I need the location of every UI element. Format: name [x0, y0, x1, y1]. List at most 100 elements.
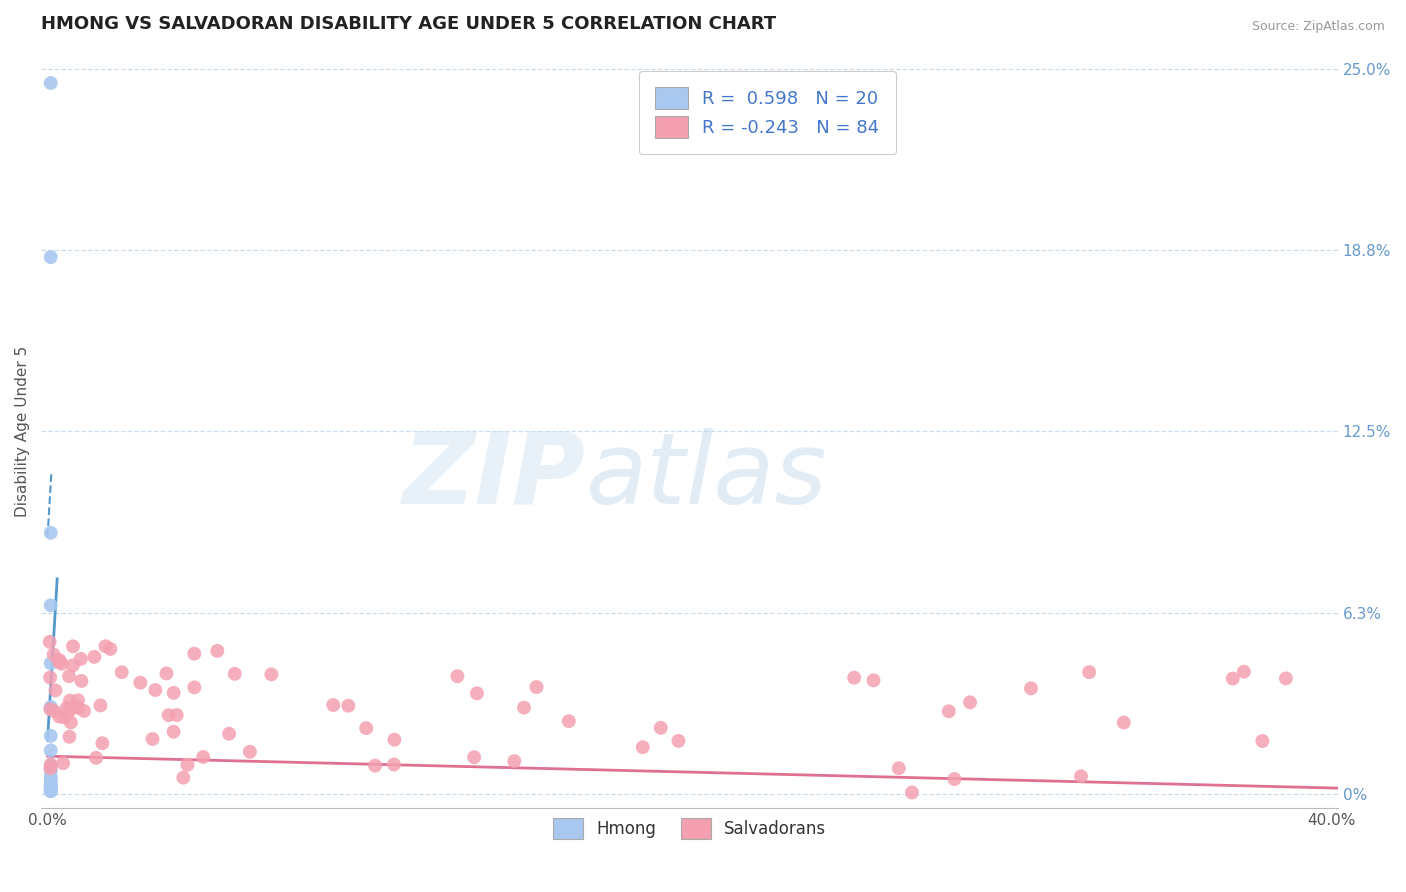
Point — [1275, 672, 1298, 686]
Point — [58, 705, 80, 719]
Point — [39, 757, 62, 772]
Point — [503, 754, 526, 768]
Point — [183, 647, 205, 661]
Point — [58, 730, 80, 744]
Point — [111, 665, 134, 680]
Point — [91, 736, 114, 750]
Point — [89, 698, 111, 713]
Point — [94, 639, 117, 653]
Point — [631, 740, 654, 755]
Point — [55, 701, 77, 715]
Point — [42, 648, 65, 662]
Point — [193, 750, 215, 764]
Point — [668, 734, 690, 748]
Point — [260, 667, 283, 681]
Point — [62, 658, 84, 673]
Point — [239, 745, 262, 759]
Point — [337, 698, 360, 713]
Point — [39, 784, 62, 798]
Point — [48, 709, 70, 723]
Text: ZIP: ZIP — [402, 428, 586, 525]
Point — [84, 751, 107, 765]
Point — [39, 784, 62, 798]
Point — [959, 695, 981, 709]
Point — [157, 708, 180, 723]
Point — [650, 721, 672, 735]
Point — [39, 775, 62, 789]
Point — [39, 250, 62, 264]
Point — [39, 743, 62, 757]
Point — [62, 640, 84, 654]
Point — [66, 693, 89, 707]
Point — [39, 525, 62, 540]
Point — [70, 673, 93, 688]
Point — [862, 673, 884, 688]
Point — [73, 704, 96, 718]
Point — [382, 757, 405, 772]
Point — [163, 686, 186, 700]
Point — [901, 785, 924, 799]
Point — [39, 764, 62, 778]
Point — [446, 669, 468, 683]
Point — [1222, 672, 1244, 686]
Point — [354, 721, 377, 735]
Point — [1078, 665, 1101, 680]
Point — [59, 715, 82, 730]
Point — [39, 781, 62, 796]
Point — [39, 729, 62, 743]
Point — [938, 704, 960, 718]
Text: HMONG VS SALVADORAN DISABILITY AGE UNDER 5 CORRELATION CHART: HMONG VS SALVADORAN DISABILITY AGE UNDER… — [41, 15, 776, 33]
Point — [39, 76, 62, 90]
Point — [166, 708, 188, 723]
Point — [943, 772, 966, 786]
Point — [207, 644, 229, 658]
Point — [39, 770, 62, 784]
Y-axis label: Disability Age Under 5: Disability Age Under 5 — [15, 345, 30, 516]
Point — [463, 750, 485, 764]
Point — [48, 655, 70, 669]
Text: Source: ZipAtlas.com: Source: ZipAtlas.com — [1251, 20, 1385, 33]
Point — [39, 781, 62, 796]
Legend: Hmong, Salvadorans: Hmong, Salvadorans — [546, 812, 832, 846]
Point — [67, 700, 90, 714]
Point — [39, 784, 62, 798]
Point — [39, 778, 62, 792]
Point — [39, 772, 62, 787]
Point — [98, 642, 121, 657]
Point — [143, 683, 166, 698]
Point — [39, 671, 62, 685]
Point — [42, 704, 65, 718]
Point — [83, 649, 105, 664]
Point — [39, 699, 62, 714]
Point — [141, 731, 163, 746]
Point — [364, 758, 387, 772]
Point — [384, 732, 406, 747]
Point — [129, 675, 152, 690]
Point — [58, 669, 80, 683]
Point — [60, 701, 83, 715]
Point — [183, 681, 205, 695]
Point — [155, 666, 177, 681]
Point — [53, 710, 76, 724]
Point — [39, 758, 62, 772]
Point — [322, 698, 344, 712]
Point — [51, 657, 73, 671]
Point — [526, 680, 548, 694]
Point — [513, 700, 536, 714]
Point — [887, 761, 910, 775]
Point — [48, 653, 70, 667]
Point — [1019, 681, 1042, 696]
Point — [39, 657, 62, 671]
Point — [844, 671, 866, 685]
Point — [172, 771, 194, 785]
Point — [1251, 734, 1274, 748]
Point — [52, 756, 75, 771]
Point — [70, 652, 93, 666]
Point — [39, 599, 62, 613]
Point — [39, 778, 62, 792]
Point — [44, 683, 66, 698]
Point — [1112, 715, 1135, 730]
Point — [59, 693, 82, 707]
Point — [38, 635, 60, 649]
Point — [465, 686, 488, 700]
